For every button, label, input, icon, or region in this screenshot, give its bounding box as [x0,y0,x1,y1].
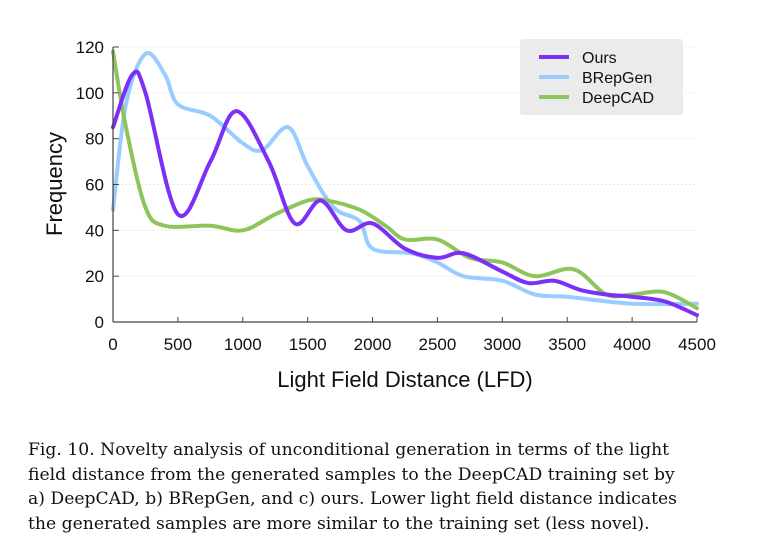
series-line-deepcad [111,49,699,311]
x-tick-label: 3500 [548,335,586,354]
x-tick-label: 0 [108,335,117,354]
caption-line: the generated samples are more similar t… [28,513,650,534]
y-tick-label: 60 [85,176,104,195]
y-tick-label: 40 [85,221,104,240]
series-lines [111,49,699,318]
legend-label: BRepGen [582,70,652,87]
legend-label: Ours [582,50,617,67]
x-tick-label: 4000 [613,335,651,354]
series-line-ours [111,69,699,318]
x-tick-label: 500 [164,335,192,354]
x-tick-label: 2500 [419,335,457,354]
caption-line: Fig. 10. Novelty analysis of uncondition… [28,440,670,460]
y-tick-label: 20 [85,267,104,286]
legend-label: DeepCAD [582,90,654,107]
x-tick-label: 1500 [289,335,327,354]
x-axis-label: Light Field Distance (LFD) [277,367,533,392]
y-axis-label: Frequency [42,132,67,236]
caption-line: field distance from the generated sample… [28,464,675,485]
x-tick-label: 3000 [483,335,521,354]
grid [113,46,697,277]
axes: 0 20 40 60 80 100 120 0 500 1000 1500 2000 2500 3000 3… [76,38,716,354]
legend: Ours BRepGen DeepCAD [520,39,683,115]
lfd-frequency-chart: 0 20 40 60 80 100 120 0 500 1000 1500 2000 2500 3000 3… [42,38,716,392]
y-tick-label: 80 [85,130,104,149]
y-tick-label: 100 [76,84,104,103]
x-tick-label: 2000 [354,335,392,354]
x-tick-label: 4500 [678,335,716,354]
series-line-brepgen [111,50,699,307]
figure-caption: Fig. 10. Novelty analysis of uncondition… [28,438,748,536]
x-tick-label: 1000 [224,335,262,354]
y-tick-label: 120 [76,38,104,57]
caption-line: a) DeepCAD, b) BRepGen, and c) ours. Low… [28,489,677,510]
y-tick-label: 0 [95,313,104,332]
